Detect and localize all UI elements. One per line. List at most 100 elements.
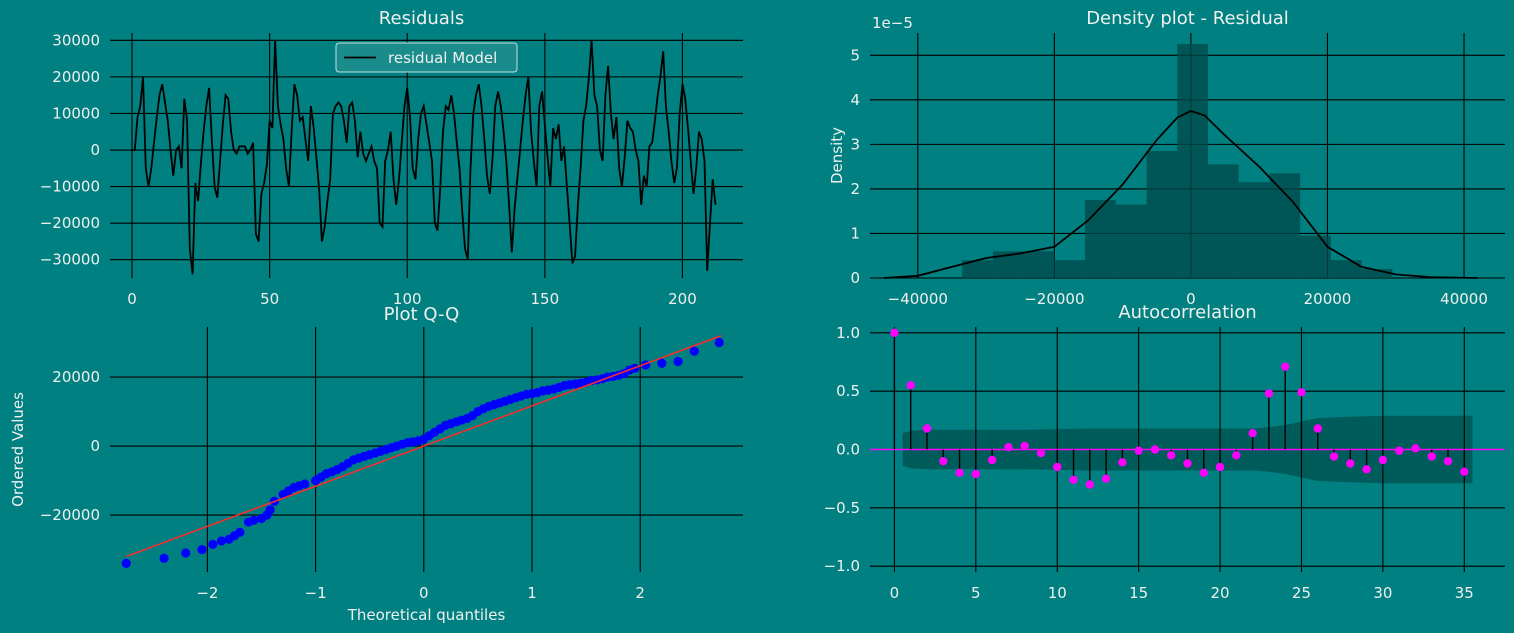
acf-marker bbox=[1053, 462, 1062, 472]
y-tick-label: 1 bbox=[850, 224, 860, 242]
y-axis-label: Density bbox=[828, 127, 846, 184]
legend-label: residual Model bbox=[388, 49, 497, 67]
histogram-bar bbox=[1023, 251, 1055, 278]
qq-point bbox=[121, 558, 131, 568]
acf-marker bbox=[955, 468, 964, 478]
acf-marker bbox=[1280, 362, 1290, 371]
y-tick-label: 20000 bbox=[52, 368, 100, 386]
x-tick-label: 35 bbox=[1455, 584, 1474, 602]
x-tick-label: −1 bbox=[305, 584, 327, 602]
x-tick-label: 15 bbox=[1129, 584, 1148, 602]
x-tick-label: −2 bbox=[196, 584, 218, 602]
qq-point bbox=[673, 356, 683, 367]
qq-point bbox=[208, 539, 218, 549]
acf-marker bbox=[1443, 456, 1453, 466]
histogram-bar bbox=[1300, 235, 1331, 278]
x-tick-label: 25 bbox=[1292, 584, 1311, 602]
acf-marker bbox=[1167, 451, 1176, 460]
qq-point bbox=[714, 337, 724, 348]
qq-point bbox=[159, 553, 169, 563]
acf-marker bbox=[1150, 445, 1160, 454]
acf-marker bbox=[1411, 444, 1420, 453]
y-tick-label: 30000 bbox=[52, 31, 100, 49]
acf-marker bbox=[922, 424, 932, 433]
x-tick-label: 200 bbox=[668, 290, 697, 308]
y-tick-label: 5 bbox=[850, 46, 860, 64]
qq-fit-line bbox=[125, 334, 722, 558]
x-tick-label: 50 bbox=[260, 290, 279, 308]
x-tick-label: 40000 bbox=[1440, 290, 1488, 308]
histogram-bar bbox=[1361, 269, 1393, 278]
histogram-bar bbox=[1207, 164, 1239, 278]
acf-marker bbox=[906, 381, 915, 390]
y-tick-label: −1.0 bbox=[824, 557, 860, 575]
acf-marker bbox=[939, 456, 948, 466]
y-tick-label: 3 bbox=[850, 135, 860, 153]
histogram-bar bbox=[1177, 44, 1208, 278]
acf-marker bbox=[1460, 467, 1469, 476]
chart-title: Autocorrelation bbox=[1118, 302, 1256, 323]
y-tick-label: 1.0 bbox=[836, 324, 860, 342]
residuals-axes: 0 50 100 150 200 −30000 −20000 −10000 0 10000 2000… bbox=[40, 8, 743, 308]
histogram-bar bbox=[1238, 182, 1270, 278]
x-tick-label: 0 bbox=[127, 290, 137, 308]
x-tick-label: −20000 bbox=[1024, 290, 1084, 308]
acf-marker bbox=[1004, 442, 1013, 452]
acf-marker bbox=[1264, 389, 1274, 398]
x-tick-label: 100 bbox=[393, 290, 422, 308]
residual-series-line bbox=[132, 40, 717, 275]
histogram-bar bbox=[1085, 200, 1116, 278]
x-tick-label: 2 bbox=[635, 584, 645, 602]
histogram-bar bbox=[1146, 151, 1178, 278]
x-tick-label: 20 bbox=[1211, 584, 1230, 602]
y-tick-label: 0.0 bbox=[836, 441, 860, 459]
qq-point bbox=[657, 358, 667, 368]
y-scale-offset-label: 1e−5 bbox=[872, 14, 913, 32]
acf-marker bbox=[1085, 480, 1095, 489]
y-tick-label: 0 bbox=[90, 437, 100, 455]
acf-marker bbox=[1134, 446, 1143, 455]
x-tick-label: 30 bbox=[1373, 584, 1392, 602]
acf-marker bbox=[987, 455, 997, 465]
histogram-bar bbox=[1054, 260, 1086, 278]
x-tick-label: 10 bbox=[1048, 584, 1067, 602]
qq-point bbox=[235, 527, 245, 537]
acf-marker bbox=[1020, 441, 1029, 451]
x-tick-label: 1 bbox=[527, 584, 537, 602]
qq-point bbox=[216, 536, 227, 546]
qq-point bbox=[265, 505, 275, 515]
qq-point bbox=[689, 346, 699, 356]
x-tick-label: 20000 bbox=[1304, 290, 1352, 308]
y-tick-label: −10000 bbox=[40, 178, 100, 196]
qq-point bbox=[197, 544, 207, 555]
acf-marker bbox=[1101, 474, 1111, 483]
acf-marker bbox=[1346, 459, 1355, 468]
acf-marker bbox=[1183, 459, 1192, 468]
y-tick-label: 10000 bbox=[52, 104, 100, 122]
qq-point bbox=[181, 548, 191, 558]
qq-point bbox=[300, 479, 310, 489]
y-tick-label: −30000 bbox=[40, 251, 100, 269]
x-tick-label: 150 bbox=[531, 290, 560, 308]
y-tick-label: 4 bbox=[850, 91, 860, 109]
qq-axes: −2 −1 0 1 2 −20000 0 20000 Plot Q-Q Theoretical q… bbox=[9, 304, 743, 624]
x-tick-label: 0 bbox=[419, 584, 429, 602]
qq-point bbox=[249, 515, 259, 525]
acf-marker bbox=[971, 469, 981, 479]
y-tick-label: 0.5 bbox=[836, 382, 860, 400]
acf-marker bbox=[1069, 475, 1078, 485]
y-tick-label: 2 bbox=[850, 180, 860, 198]
x-tick-label: 5 bbox=[971, 584, 981, 602]
x-tick-label: 0 bbox=[890, 584, 900, 602]
y-tick-label: −0.5 bbox=[824, 499, 860, 517]
acf-axes: 0 5 10 15 20 25 30 35 −1.0 −0.5 0.0 0.5 1.0 Autocorre… bbox=[824, 302, 1505, 602]
acf-marker bbox=[1378, 455, 1388, 465]
legend-box bbox=[335, 42, 518, 73]
x-tick-label: 0 bbox=[1186, 290, 1196, 308]
legend: residual Model bbox=[335, 42, 518, 73]
kde-curve bbox=[883, 110, 1478, 279]
acf-marker bbox=[1036, 448, 1046, 458]
chart-title: Plot Q-Q bbox=[384, 304, 460, 325]
histogram-bar bbox=[1115, 204, 1147, 278]
